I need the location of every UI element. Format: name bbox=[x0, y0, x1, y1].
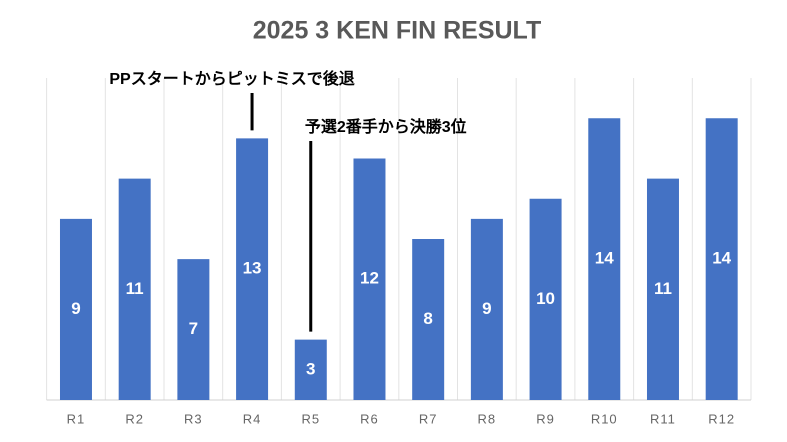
bar bbox=[705, 118, 738, 400]
bar bbox=[412, 239, 445, 400]
x-tick-label: R8 bbox=[478, 411, 497, 426]
x-tick-label: R11 bbox=[650, 411, 676, 426]
bar bbox=[118, 178, 151, 400]
annotation: PPスタートからピットミスで後退 bbox=[109, 69, 354, 88]
data-label: 8 bbox=[423, 309, 432, 328]
x-tick-label: R3 bbox=[184, 411, 203, 426]
annotation: 予選2番手から決勝3位 bbox=[305, 117, 467, 136]
x-tick-label: R9 bbox=[536, 411, 555, 426]
x-tick-label: R7 bbox=[419, 411, 438, 426]
bar bbox=[646, 178, 679, 400]
data-label: 14 bbox=[712, 249, 731, 268]
bar bbox=[529, 198, 562, 400]
data-label: 11 bbox=[126, 279, 144, 298]
data-label: 10 bbox=[536, 289, 555, 308]
data-label: 7 bbox=[189, 319, 198, 338]
x-tick-label: R10 bbox=[591, 411, 618, 426]
data-label: 9 bbox=[71, 299, 80, 318]
x-tick-label: R4 bbox=[243, 411, 262, 426]
bar bbox=[236, 138, 269, 400]
bar bbox=[294, 339, 327, 400]
bar bbox=[353, 158, 386, 400]
data-label: 13 bbox=[243, 259, 262, 278]
bar bbox=[177, 259, 210, 400]
chart-title: 2025 3 KEN FIN RESULT bbox=[253, 17, 542, 45]
bar bbox=[470, 218, 503, 400]
x-tick-label: R1 bbox=[67, 411, 86, 426]
data-label: 14 bbox=[595, 249, 614, 268]
data-label: 11 bbox=[654, 279, 672, 298]
data-label: 12 bbox=[360, 269, 379, 288]
bar bbox=[588, 118, 621, 400]
x-tick-label: R5 bbox=[301, 411, 320, 426]
x-tick-label: R6 bbox=[360, 411, 379, 426]
x-tick-label: R12 bbox=[708, 411, 735, 426]
x-tick-label: R2 bbox=[125, 411, 144, 426]
data-label: 9 bbox=[482, 299, 491, 318]
bar bbox=[59, 218, 92, 400]
data-label: 3 bbox=[306, 359, 315, 378]
